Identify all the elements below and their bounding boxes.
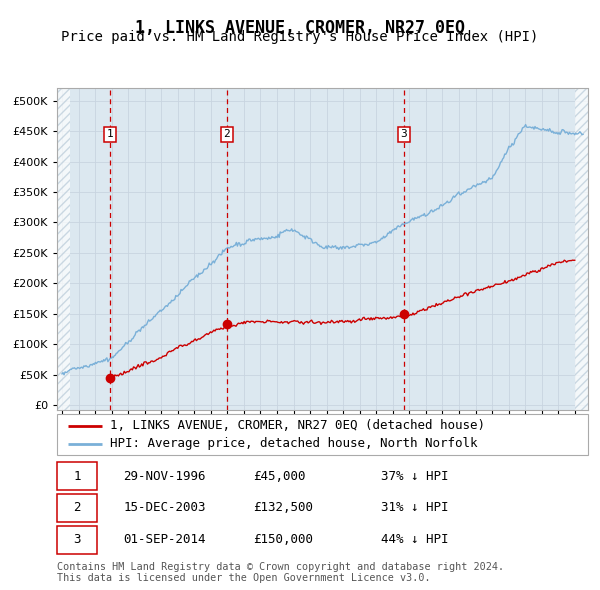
Text: Price paid vs. HM Land Registry's House Price Index (HPI): Price paid vs. HM Land Registry's House … (61, 30, 539, 44)
Text: 1, LINKS AVENUE, CROMER, NR27 0EQ: 1, LINKS AVENUE, CROMER, NR27 0EQ (135, 19, 465, 37)
Text: HPI: Average price, detached house, North Norfolk: HPI: Average price, detached house, Nort… (110, 437, 478, 450)
Text: £150,000: £150,000 (253, 533, 313, 546)
FancyBboxPatch shape (57, 494, 97, 522)
Text: Contains HM Land Registry data © Crown copyright and database right 2024.
This d: Contains HM Land Registry data © Crown c… (57, 562, 504, 584)
Bar (575, 88, 588, 410)
Text: 01-SEP-2014: 01-SEP-2014 (124, 533, 206, 546)
Text: 1: 1 (73, 470, 80, 483)
Text: 3: 3 (401, 129, 407, 139)
FancyBboxPatch shape (57, 414, 588, 455)
Text: 2: 2 (223, 129, 230, 139)
Text: 37% ↓ HPI: 37% ↓ HPI (381, 470, 448, 483)
FancyBboxPatch shape (57, 463, 97, 490)
Text: 1: 1 (107, 129, 113, 139)
Text: £45,000: £45,000 (253, 470, 306, 483)
Text: 15-DEC-2003: 15-DEC-2003 (124, 502, 206, 514)
FancyBboxPatch shape (57, 526, 97, 553)
Bar (57, 88, 70, 410)
Text: 44% ↓ HPI: 44% ↓ HPI (381, 533, 448, 546)
Text: 3: 3 (73, 533, 80, 546)
Text: 29-NOV-1996: 29-NOV-1996 (124, 470, 206, 483)
Text: 31% ↓ HPI: 31% ↓ HPI (381, 502, 448, 514)
Text: 1, LINKS AVENUE, CROMER, NR27 0EQ (detached house): 1, LINKS AVENUE, CROMER, NR27 0EQ (detac… (110, 419, 485, 432)
Text: £132,500: £132,500 (253, 502, 313, 514)
Text: 2: 2 (73, 502, 80, 514)
